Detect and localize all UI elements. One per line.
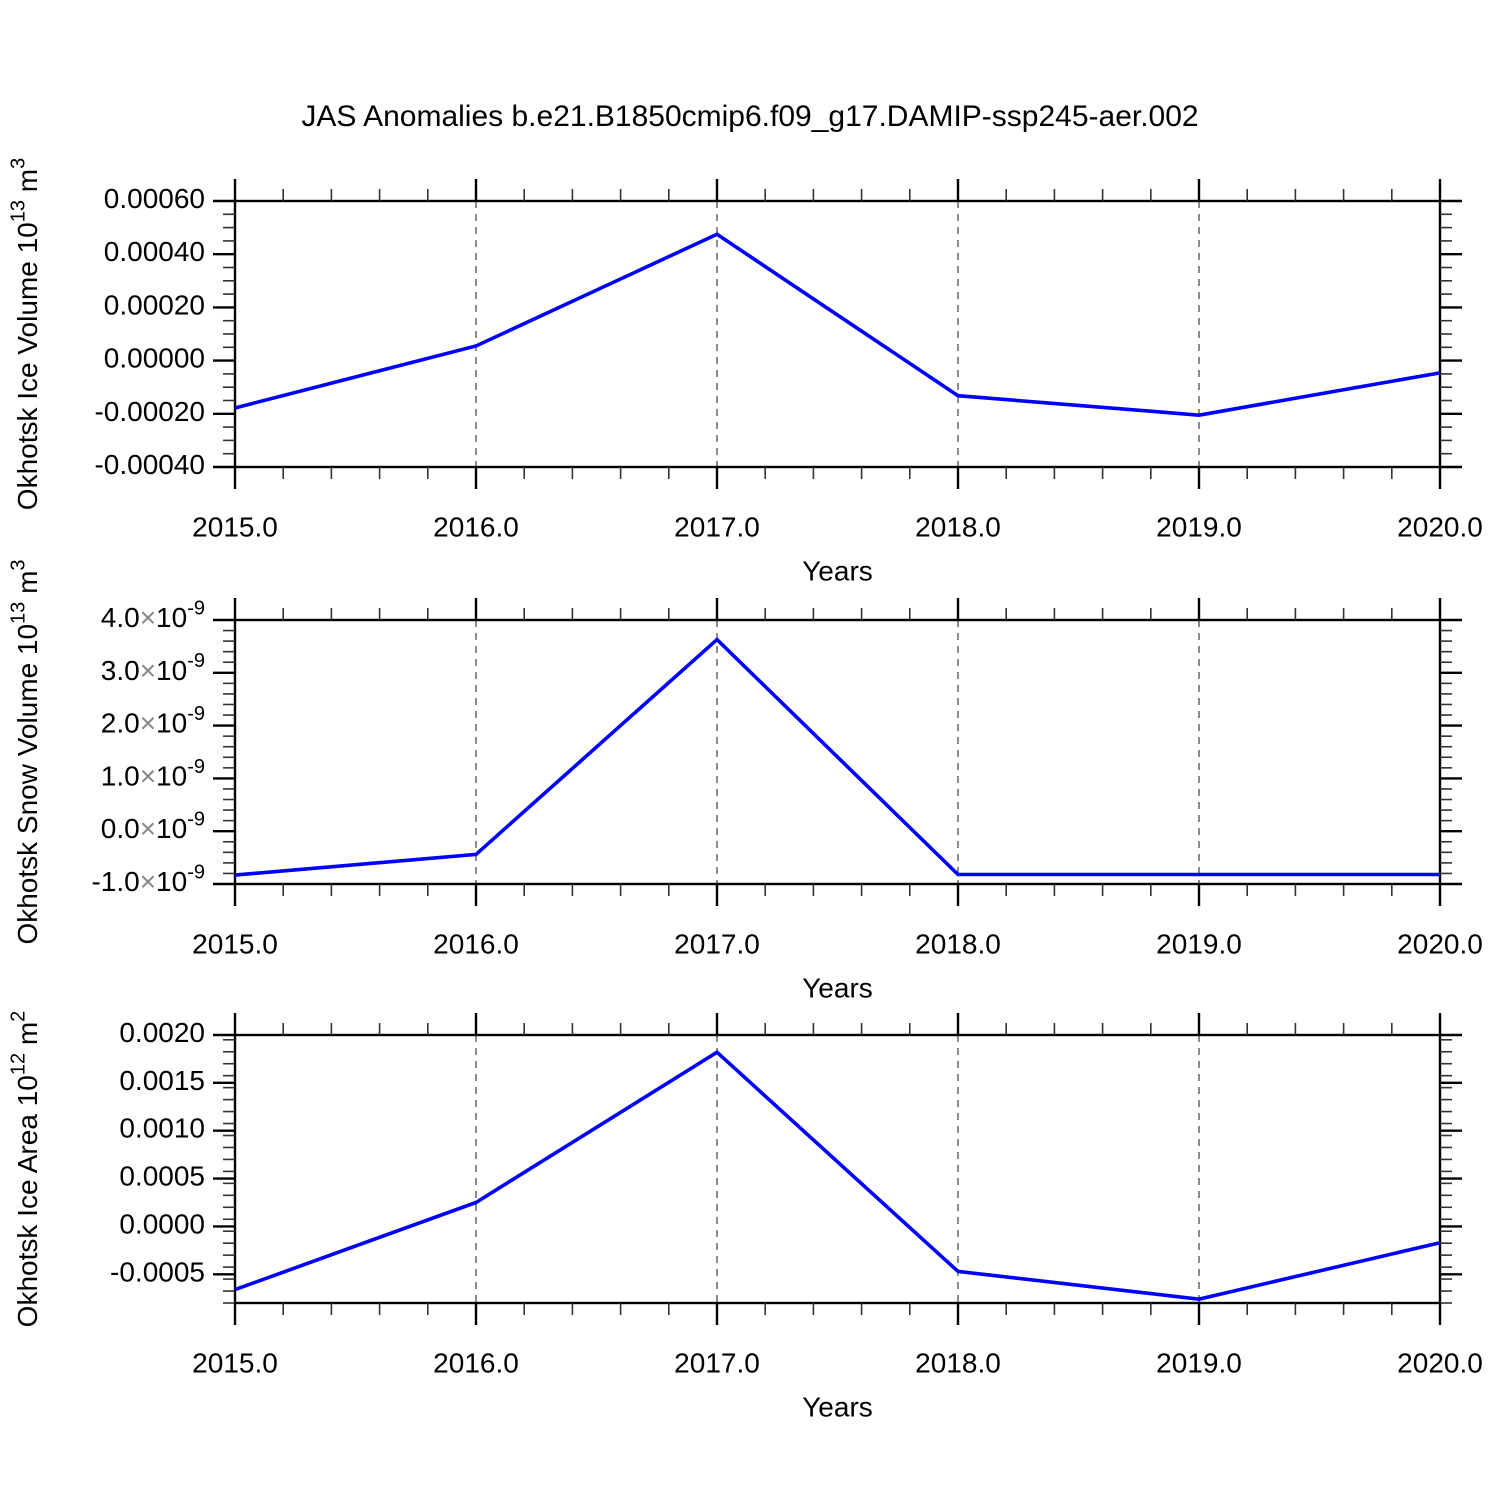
okhotsk-snow-volume-panel: 4.0×10-9 3.0×10-9 2.0×10-9 1.0×10-9 0.0×10-9… bbox=[8, 559, 1483, 1003]
y-tick-label: -1.0×10-9 bbox=[91, 862, 205, 898]
y-tick-label: 3.0×10-9 bbox=[101, 650, 205, 686]
x-tick-label: 2017.0 bbox=[674, 1347, 760, 1378]
x-tick-label: 2015.0 bbox=[192, 1347, 278, 1378]
y-tick-label: 4.0×10-9 bbox=[101, 598, 205, 634]
y-tick-label: 1.0×10-9 bbox=[101, 756, 205, 792]
x-tick-label: 2017.0 bbox=[674, 511, 760, 542]
x-axis-title: Years bbox=[802, 972, 873, 1003]
okhotsk-ice-volume-line bbox=[234, 232, 1441, 417]
x-tick-label: 2020.0 bbox=[1397, 928, 1483, 959]
x-tick-label: 2018.0 bbox=[915, 928, 1001, 959]
x-axis-title: Years bbox=[802, 1391, 873, 1422]
x-tick-label: 2018.0 bbox=[915, 511, 1001, 542]
y-tick-label: 0.0015 bbox=[119, 1065, 205, 1096]
x-tick-label: 2019.0 bbox=[1156, 511, 1242, 542]
y-tick-label: -0.00020 bbox=[94, 396, 205, 427]
y-tick-label: 0.00040 bbox=[104, 237, 205, 268]
x-axis-title: Years bbox=[802, 555, 873, 586]
okhotsk-ice-area-panel: 0.0020 0.0015 0.0010 0.0005 0.0000 -0.0005 201… bbox=[8, 1011, 1483, 1423]
okhotsk-ice-volume-panel: 0.00060 0.00040 0.00020 0.00000 -0.00020 -0.0… bbox=[8, 158, 1483, 587]
plot-frame bbox=[233, 1033, 1442, 1305]
plot-frame bbox=[233, 199, 1442, 469]
x-tick-label: 2019.0 bbox=[1156, 1347, 1242, 1378]
y-tick-label: 0.0×10-9 bbox=[101, 809, 205, 845]
y-tick-label: 0.0020 bbox=[119, 1017, 205, 1048]
x-tick-label: 2016.0 bbox=[433, 1347, 519, 1378]
y-tick-label: -0.00040 bbox=[94, 449, 205, 480]
x-tick-label: 2020.0 bbox=[1397, 511, 1483, 542]
x-tick-label: 2016.0 bbox=[433, 511, 519, 542]
okhotsk-snow-volume-line bbox=[234, 637, 1440, 877]
y-tick-label: 0.00020 bbox=[104, 290, 205, 321]
y-tick-label: 0.0000 bbox=[119, 1209, 205, 1240]
x-tick-label: 2018.0 bbox=[915, 1347, 1001, 1378]
y-tick-label: 0.0010 bbox=[119, 1113, 205, 1144]
y-tick-label: 0.00060 bbox=[104, 183, 205, 214]
y-axis-title: Okhotsk Ice Volume 1013 m3 bbox=[8, 158, 44, 510]
x-tick-label: 2015.0 bbox=[192, 511, 278, 542]
y-tick-label: -0.0005 bbox=[110, 1257, 205, 1288]
x-tick-label: 2016.0 bbox=[433, 928, 519, 959]
okhotsk-ice-area-line bbox=[234, 1049, 1441, 1301]
x-tick-label: 2017.0 bbox=[674, 928, 760, 959]
y-tick-label: 0.0005 bbox=[119, 1161, 205, 1192]
chart-title: JAS Anomalies b.e21.B1850cmip6.f09_g17.D… bbox=[301, 100, 1199, 133]
y-axis-title: Okhotsk Snow Volume 1013 m3 bbox=[8, 559, 44, 944]
y-tick-label: 2.0×10-9 bbox=[101, 703, 205, 739]
plot-frame bbox=[233, 618, 1442, 886]
x-tick-label: 2020.0 bbox=[1397, 1347, 1483, 1378]
x-tick-label: 2019.0 bbox=[1156, 928, 1242, 959]
y-tick-label: 0.00000 bbox=[104, 343, 205, 374]
x-tick-label: 2015.0 bbox=[192, 928, 278, 959]
y-axis-title: Okhotsk Ice Area 1012 m2 bbox=[8, 1011, 44, 1328]
